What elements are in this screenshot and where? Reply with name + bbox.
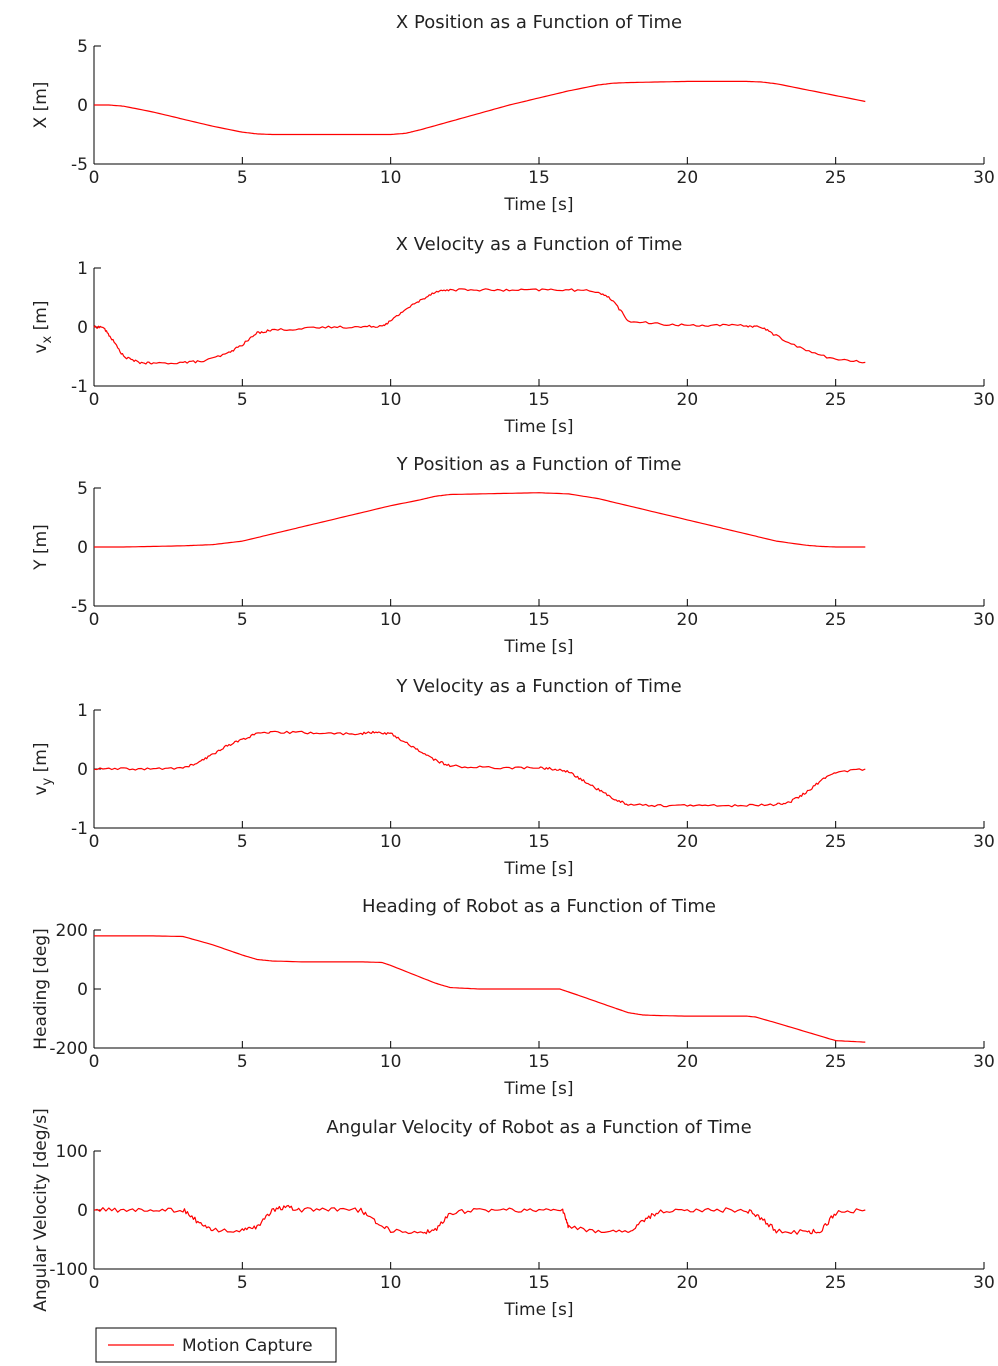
series-line: [94, 935, 866, 1043]
x-tick-label: 0: [89, 610, 100, 630]
x-tick-label: 0: [89, 832, 100, 852]
x-axis-label: Time [s]: [503, 637, 573, 657]
x-tick-label: 5: [237, 832, 248, 852]
y-axis-label: vy [m]: [31, 743, 55, 796]
legend-label: Motion Capture: [182, 1336, 313, 1356]
y-axis-label: vx [m]: [31, 301, 55, 354]
chart-panel-3: Y Position as a Function of Time 0 5 10 15 20…: [31, 454, 995, 657]
chart-panel-1: X Position as a Function of Time 0 5 10 15 20…: [31, 12, 995, 215]
x-tick-label: 0: [89, 1052, 100, 1072]
chart-title: X Velocity as a Function of Time: [396, 234, 683, 255]
y-tick-label: -100: [49, 1260, 88, 1280]
x-tick-label: 30: [973, 610, 995, 630]
y-tick-label: -200: [49, 1039, 88, 1059]
x-tick-label: 30: [973, 832, 995, 852]
x-tick-label: 10: [380, 610, 402, 630]
x-tick-label: 30: [973, 1052, 995, 1072]
x-tick-label: 5: [237, 1052, 248, 1072]
legend: Motion Capture: [95, 1327, 337, 1363]
x-tick-label: 10: [380, 1052, 402, 1072]
x-axis-label: Time [s]: [503, 859, 573, 879]
x-tick-label: 30: [973, 168, 995, 188]
x-tick-label: 15: [528, 390, 550, 410]
x-tick-label: 20: [677, 610, 699, 630]
series-line: [93, 288, 866, 365]
x-tick-label: 25: [825, 610, 847, 630]
x-axis-label: Time [s]: [503, 1300, 573, 1320]
y-tick-label: -5: [71, 597, 88, 617]
x-axis-label: Time [s]: [503, 417, 573, 437]
x-tick-label: 15: [528, 610, 550, 630]
x-tick-label: 20: [677, 832, 699, 852]
x-axis-label: Time [s]: [503, 195, 573, 215]
x-tick-label: 5: [237, 1273, 248, 1293]
x-tick-label: 10: [380, 832, 402, 852]
series-line: [94, 492, 866, 548]
x-tick-label: 20: [677, 168, 699, 188]
y-tick-label: 0: [77, 96, 88, 116]
y-tick-label: 0: [77, 318, 88, 338]
x-tick-label: 0: [89, 1273, 100, 1293]
x-tick-label: 15: [528, 832, 550, 852]
y-tick-label: 0: [77, 538, 88, 558]
series-line: [93, 1204, 866, 1235]
x-tick-label: 15: [528, 1052, 550, 1072]
y-tick-label: 0: [77, 760, 88, 780]
x-axis-label: Time [s]: [503, 1079, 573, 1099]
x-tick-label: 25: [825, 832, 847, 852]
x-tick-label: 0: [89, 390, 100, 410]
y-axis-label: Y [m]: [31, 524, 51, 571]
y-tick-label: -1: [71, 377, 88, 397]
x-tick-label: 20: [677, 1052, 699, 1072]
x-tick-label: 5: [237, 168, 248, 188]
chart-title: Y Velocity as a Function of Time: [395, 676, 681, 697]
x-tick-label: 0: [89, 168, 100, 188]
x-tick-label: 25: [825, 390, 847, 410]
x-tick-label: 25: [825, 1273, 847, 1293]
y-tick-label: 1: [77, 259, 88, 279]
series-line: [93, 730, 866, 808]
y-tick-label: -5: [71, 155, 88, 175]
y-tick-label: 200: [56, 921, 88, 941]
y-tick-label: 5: [77, 37, 88, 57]
chart-title: Heading of Robot as a Function of Time: [362, 896, 716, 917]
x-tick-label: 5: [237, 390, 248, 410]
y-tick-label: 5: [77, 479, 88, 499]
x-tick-label: 10: [380, 390, 402, 410]
x-tick-label: 25: [825, 168, 847, 188]
y-axis-label: Heading [deg]: [31, 928, 51, 1049]
x-tick-label: 20: [677, 390, 699, 410]
x-tick-label: 20: [677, 1273, 699, 1293]
x-tick-label: 30: [973, 1273, 995, 1293]
y-tick-label: 100: [56, 1142, 88, 1162]
x-tick-label: 25: [825, 1052, 847, 1072]
y-axis-label: X [m]: [31, 82, 51, 129]
y-tick-label: 1: [77, 701, 88, 721]
x-tick-label: 30: [973, 390, 995, 410]
y-tick-label: -1: [71, 819, 88, 839]
x-tick-label: 5: [237, 610, 248, 630]
chart-panel-5: Heading of Robot as a Function of Time 0 5…: [31, 896, 995, 1099]
y-axis-label: Angular Velocity [deg/s]: [31, 1108, 51, 1312]
chart-title: Angular Velocity of Robot as a Function …: [326, 1117, 751, 1138]
x-tick-label: 15: [528, 1273, 550, 1293]
chart-panel-6: Angular Velocity of Robot as a Function …: [31, 1108, 995, 1320]
x-tick-label: 10: [380, 168, 402, 188]
x-tick-label: 10: [380, 1273, 402, 1293]
series-line: [94, 80, 866, 136]
chart-title: X Position as a Function of Time: [396, 12, 682, 33]
y-tick-label: 0: [77, 980, 88, 1000]
x-tick-label: 15: [528, 168, 550, 188]
chart-title: Y Position as a Function of Time: [396, 454, 682, 475]
y-tick-label: 0: [77, 1201, 88, 1221]
